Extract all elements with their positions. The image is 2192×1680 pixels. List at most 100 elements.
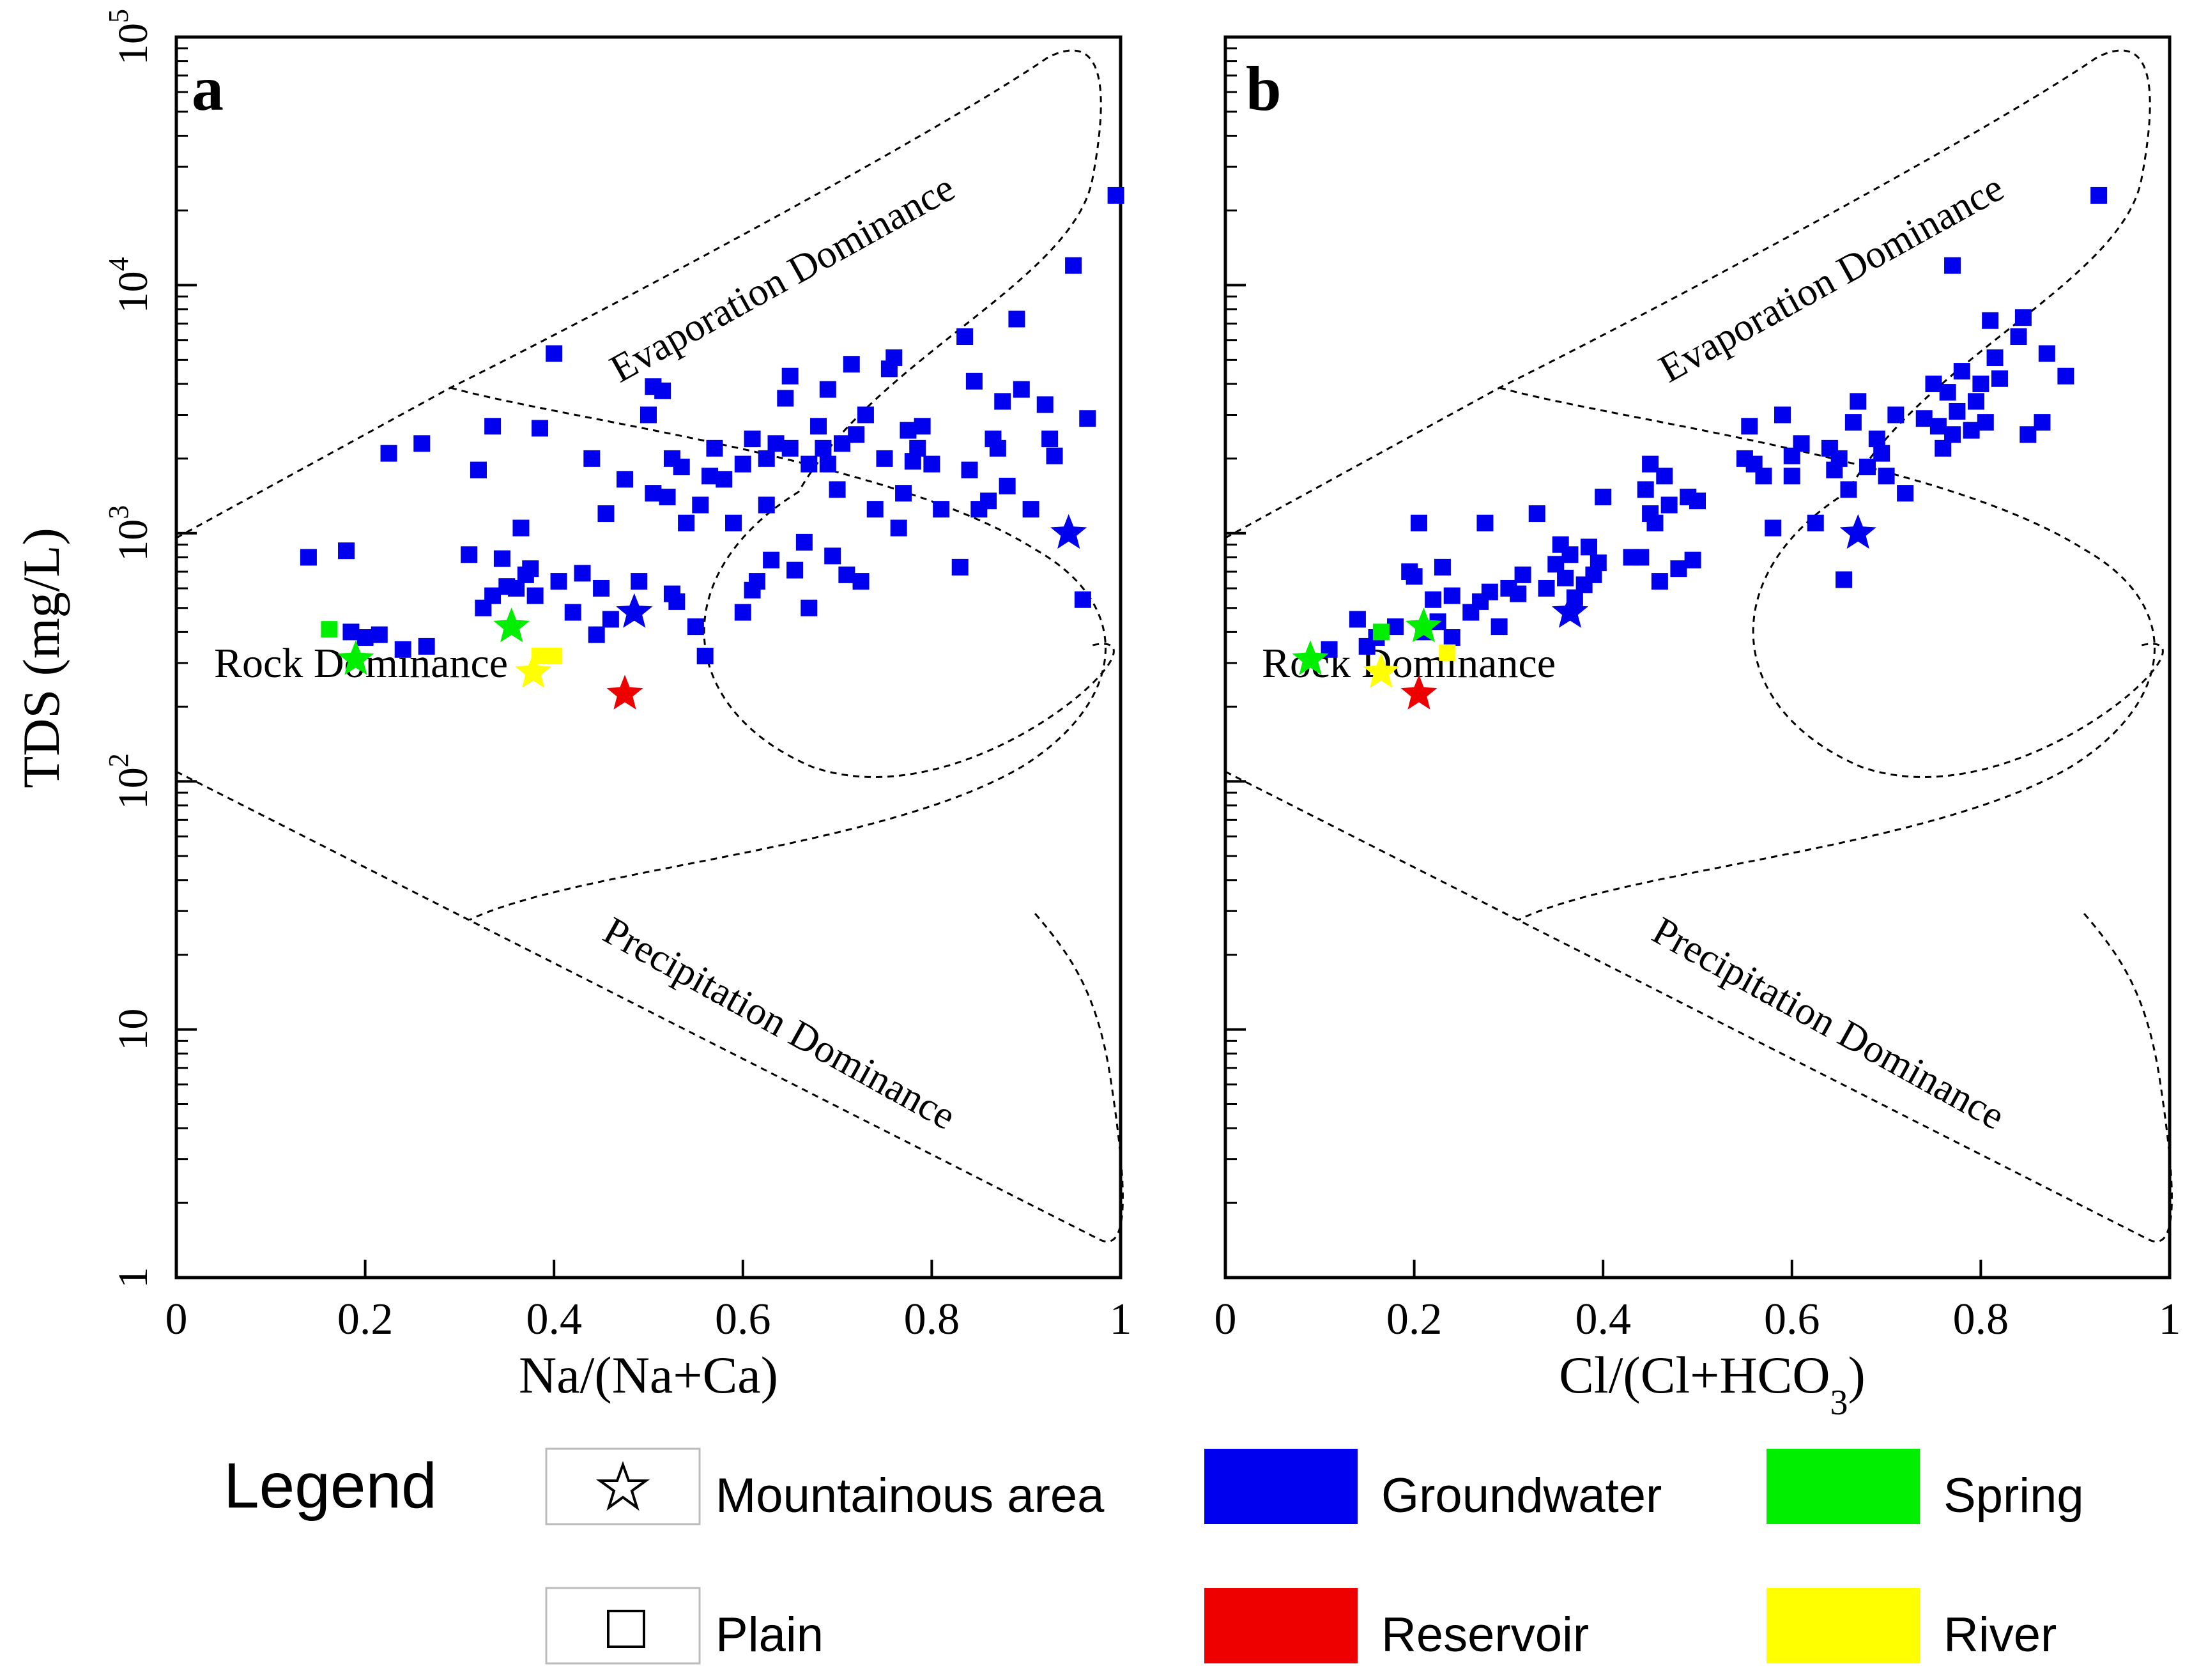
panel-a-y-tick-label: 102 — [103, 753, 157, 809]
panel-b-groundwater-plain-point — [1642, 455, 1659, 473]
legend-square-swatch — [545, 1587, 701, 1665]
panel-a-groundwater-plain-point — [734, 604, 751, 621]
panel-a-groundwater-plain-point — [692, 496, 709, 514]
panel-a-groundwater-plain-point — [673, 459, 690, 476]
panel-a-groundwater-plain-point — [801, 599, 818, 616]
panel-a-groundwater-plain-point — [819, 455, 836, 473]
panel-a-groundwater-plain-point — [885, 349, 903, 366]
panel-b-plot-frame — [1223, 35, 2172, 1279]
panel-a-groundwater-plain-point — [574, 565, 591, 582]
panel-b-groundwater-plain-point — [1443, 587, 1460, 604]
panel-a-groundwater-plain-point — [866, 501, 884, 518]
panel-a-groundwater-plain-point — [829, 481, 846, 498]
panel-a-groundwater-plain-point — [744, 431, 761, 448]
panel-b-groundwater-plain-point — [1986, 349, 2004, 366]
panel-a-groundwater-plain-point — [546, 345, 563, 362]
panel-b-rock-boundary — [1499, 386, 2156, 921]
panel-b-x-axis-title-main: Cl/(Cl+HCO — [1559, 1346, 1830, 1404]
panel-b-marks — [1292, 187, 2108, 710]
panel-a-groundwater-plain-point — [564, 604, 581, 621]
panel-b-x-axis-title-end: ) — [1848, 1346, 1866, 1404]
legend-river-swatch — [1767, 1588, 1920, 1663]
panel-a-groundwater-plain-point — [701, 468, 719, 485]
panel-a-groundwater-plain-point — [994, 393, 1011, 410]
panel-a-groundwater-mountain-point — [1050, 514, 1087, 549]
panel-a-groundwater-plain-point — [1074, 591, 1091, 608]
panel-a-marks — [300, 187, 1124, 710]
legend-spring-label: Spring — [1943, 1469, 2084, 1523]
panel-b-groundwater-plain-point — [2038, 345, 2055, 362]
panel-a-groundwater-plain-point — [470, 461, 487, 478]
panel-b-groundwater-plain-point — [1510, 585, 1527, 602]
panel-a-groundwater-plain-point — [961, 461, 978, 478]
panel-a-y-tick-label: 1 — [110, 1267, 157, 1288]
panel-a-groundwater-plain-point — [999, 477, 1016, 494]
panel-b-groundwater-plain-point — [1944, 257, 1961, 274]
panel-b-x-tick-label: 0.8 — [1953, 1295, 2009, 1344]
panel-a-groundwater-plain-point — [833, 435, 850, 452]
panel-a-x-tick-label: 0.8 — [904, 1295, 960, 1344]
panel-a-groundwater-plain-point — [763, 551, 780, 569]
panel-a-rock-boundary — [450, 386, 1107, 921]
panel-a-spring-plain-point — [321, 621, 338, 638]
panel-a-groundwater-plain-point — [786, 561, 804, 579]
panel-a-x-tick-label: 0.6 — [715, 1295, 771, 1344]
panel-a-groundwater-plain-point — [484, 587, 502, 604]
panel-a-groundwater-plain-point — [1065, 257, 1082, 274]
panel-b-dominance-boundaries — [1225, 49, 2173, 1243]
panel-a-groundwater-plain-point — [951, 558, 969, 576]
panel-b-groundwater-plain-point — [1476, 514, 1494, 531]
panel-a-groundwater-plain-point — [815, 439, 832, 457]
panel-a-groundwater-plain-point — [824, 547, 841, 565]
panel-a-groundwater-plain-point — [418, 638, 435, 655]
panel-b-groundwater-plain-point — [1481, 583, 1498, 600]
panel-a-groundwater-plain-point — [300, 549, 317, 566]
panel-b-spring-mountain-point — [1405, 607, 1442, 643]
panel-b-groundwater-plain-point — [1783, 468, 1800, 485]
panel-a-groundwater-plain-point — [781, 439, 799, 457]
panel-a-groundwater-plain-point — [668, 593, 686, 610]
panel-b-groundwater-plain-point — [1873, 445, 1890, 462]
panel-b-groundwater-plain-point — [1868, 431, 1885, 448]
panel-a-groundwater-plain-point — [1022, 501, 1039, 518]
panel-a-dominance-boundaries — [176, 49, 1124, 1243]
panel-b-groundwater-plain-point — [1915, 410, 1933, 427]
panel-a-evaporation-boundary — [176, 49, 1115, 778]
panel-b-groundwater-plain-point — [1977, 414, 1994, 431]
panel-b-groundwater-plain-point — [1949, 402, 1966, 420]
panel-b-groundwater-mountain-point — [1839, 514, 1876, 549]
panel-a-groundwater-plain-point — [593, 579, 610, 597]
panel-b-groundwater-plain-point — [1434, 558, 1451, 576]
legend-reservoir-label: Reservoir — [1381, 1608, 1589, 1662]
panel-a-groundwater-plain-point — [734, 455, 751, 473]
panel-b-groundwater-plain-point — [1897, 485, 1914, 502]
legend-spring-swatch — [1767, 1449, 1920, 1524]
panel-b-groundwater-plain-point — [1807, 514, 1824, 531]
panel-b-groundwater-plain-point — [1651, 573, 1668, 590]
panel-a-x-tick-label: 0.4 — [526, 1295, 582, 1344]
panel-b-groundwater-plain-point — [1689, 493, 1706, 510]
panel-a-spring-mountain-point — [337, 640, 374, 675]
panel-a-groundwater-plain-point — [687, 618, 704, 636]
legend-reservoir-swatch — [1204, 1588, 1358, 1663]
panel-a-groundwater-plain-point — [989, 439, 1006, 457]
panel-b-groundwater-plain-point — [1443, 629, 1460, 646]
panel-a-groundwater-plain-point — [758, 450, 775, 467]
panel-a-groundwater-plain-point — [1013, 381, 1030, 398]
panel-a-groundwater-plain-point — [371, 626, 388, 643]
panel-a-groundwater-plain-point — [876, 450, 893, 467]
panel-b-label: b — [1246, 53, 1282, 124]
legend-star-swatch — [545, 1447, 701, 1525]
panel-b-groundwater-plain-point — [1741, 418, 1758, 435]
panel-b-groundwater-plain-point — [1968, 393, 1985, 410]
panel-b-groundwater-plain-point — [1425, 591, 1442, 608]
panel-a-groundwater-plain-point — [1008, 310, 1025, 328]
panel-a-groundwater-plain-point — [852, 573, 870, 590]
panel-b-groundwater-plain-point — [1528, 505, 1545, 523]
panel-b-groundwater-plain-point — [1840, 481, 1857, 498]
panel-b-x-axis-title-sub: 3 — [1830, 1383, 1848, 1423]
panel-a-groundwater-plain-point — [512, 519, 530, 537]
panel-a-groundwater-plain-point — [801, 455, 818, 473]
panel-a-groundwater-plain-point — [338, 542, 355, 560]
panel-a-groundwater-plain-point — [923, 455, 940, 473]
